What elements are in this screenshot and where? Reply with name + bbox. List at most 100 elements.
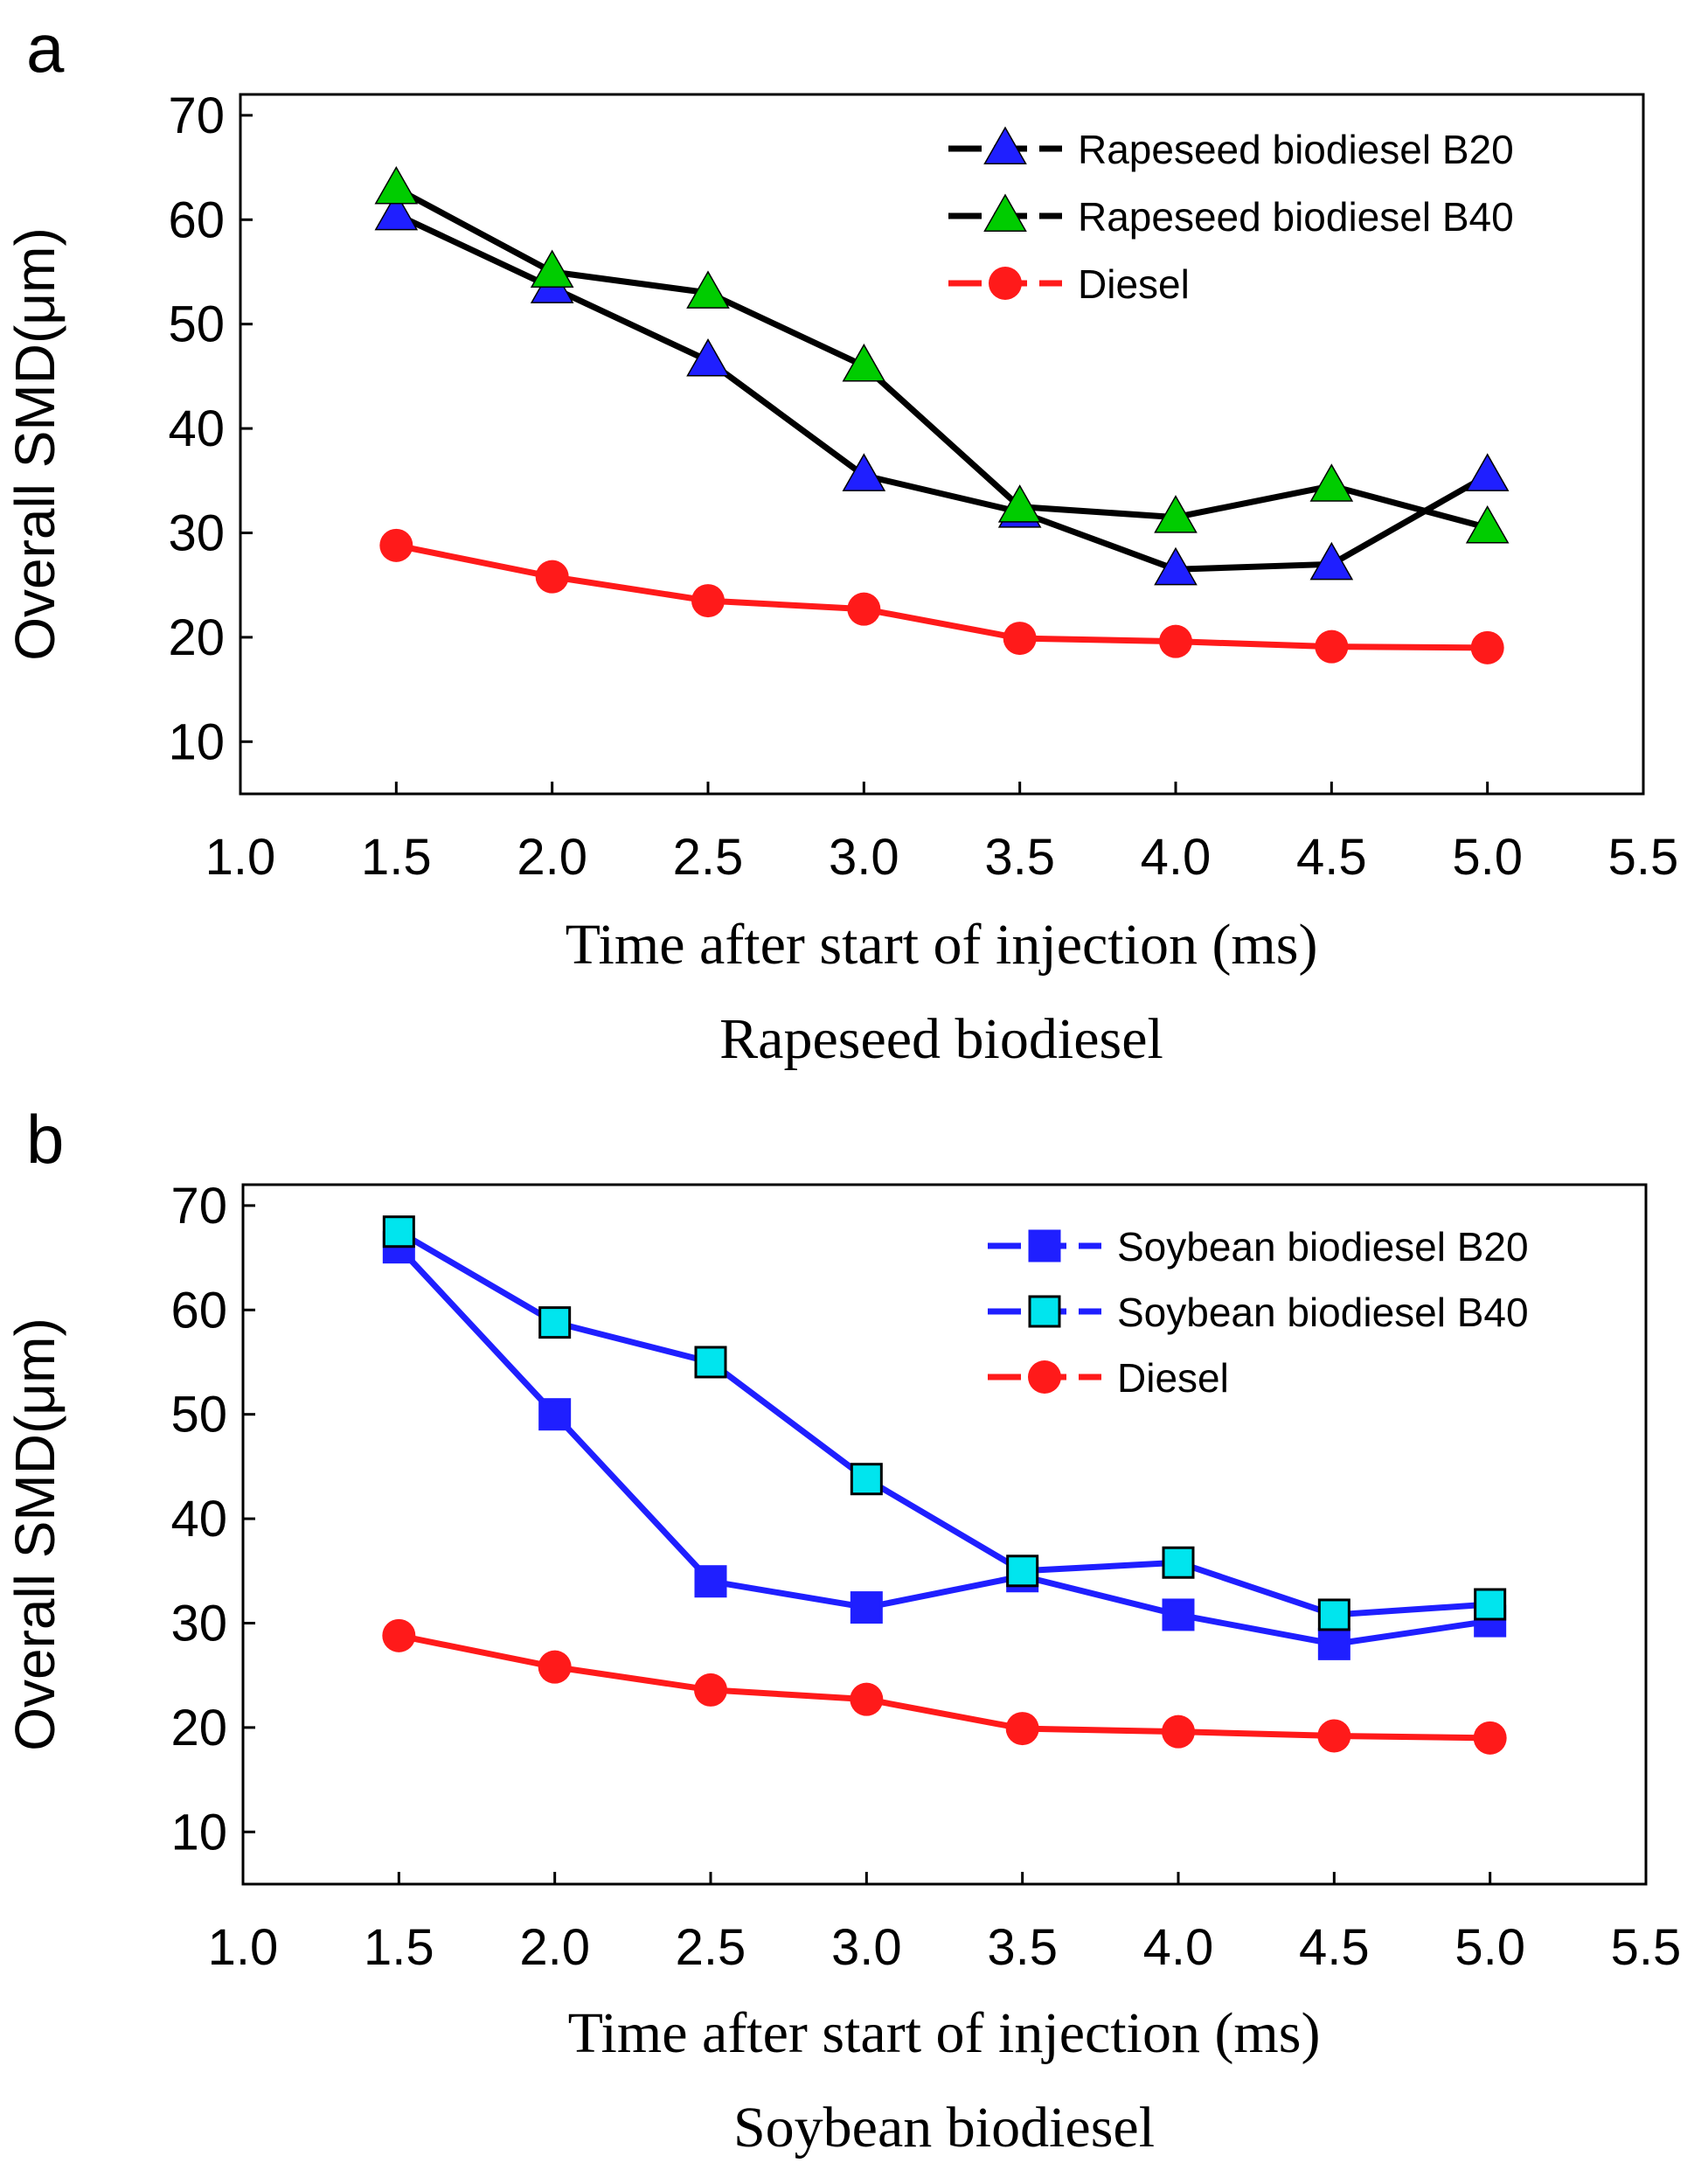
y-tick-label-b: 30 — [170, 1595, 227, 1652]
x-tick-label-b: 5.5 — [1611, 1919, 1682, 1976]
x-tick-label-a: 1.0 — [205, 829, 276, 886]
data-point-a-2 — [847, 592, 881, 626]
x-tick-label-a: 2.5 — [673, 829, 744, 886]
plot-frame-b — [241, 1183, 1648, 1886]
y-tick-label-a: 50 — [168, 296, 225, 353]
data-point-b-1 — [1006, 1555, 1039, 1588]
data-point-b-1 — [1317, 1598, 1350, 1631]
data-point-a-1 — [686, 270, 730, 309]
y-axis-label-b: Overall SMD(μm) — [3, 1318, 66, 1751]
data-point-b-2 — [694, 1673, 727, 1707]
data-point-b-2 — [1473, 1721, 1507, 1755]
data-point-a-2 — [1315, 629, 1349, 664]
legend-marker-b-1 — [1028, 1295, 1061, 1328]
data-point-b-1 — [1162, 1546, 1195, 1579]
x-tick-label-a: 4.5 — [1296, 829, 1367, 886]
y-tick-label-a: 60 — [168, 191, 225, 248]
series-line-b-0 — [396, 1245, 1491, 1647]
panel-subtitle-a: Rapeseed biodiesel — [719, 1007, 1163, 1071]
plot-frame-a — [239, 93, 1645, 796]
y-tick-label-a: 70 — [168, 87, 225, 144]
series-line-a-2 — [395, 542, 1488, 651]
data-point-a-0 — [842, 453, 886, 491]
y-tick-label-b: 10 — [170, 1804, 227, 1861]
data-point-b-0 — [1317, 1627, 1350, 1660]
data-point-a-1 — [1465, 505, 1510, 544]
x-tick-label-a: 5.5 — [1608, 829, 1679, 886]
x-tick-label-a: 3.0 — [829, 829, 899, 886]
x-tick-label-b: 4.5 — [1299, 1919, 1370, 1976]
y-tick-label-b: 70 — [170, 1178, 227, 1235]
legend-label-a-2: Diesel — [1078, 261, 1190, 307]
y-tick-label-b: 20 — [170, 1700, 227, 1756]
data-point-b-2 — [382, 1618, 416, 1652]
data-point-a-2 — [1003, 622, 1037, 656]
x-tick-label-a: 3.5 — [984, 829, 1055, 886]
panel-label-a: a — [26, 10, 65, 87]
series-line-a-0 — [394, 212, 1489, 573]
data-point-b-1 — [850, 1463, 883, 1496]
legend-marker-a-1 — [983, 193, 1027, 233]
data-point-b-0 — [694, 1565, 727, 1598]
y-tick-label-a: 20 — [168, 609, 225, 666]
data-point-a-1 — [997, 484, 1042, 523]
x-tick-label-b: 1.5 — [364, 1919, 434, 1976]
data-point-a-0 — [1309, 541, 1354, 581]
x-tick-label-b: 3.0 — [831, 1919, 902, 1976]
series-line-b-1 — [397, 1228, 1490, 1618]
data-point-a-2 — [1470, 630, 1504, 664]
data-point-b-2 — [1005, 1712, 1039, 1746]
data-point-b-0 — [1162, 1598, 1195, 1631]
x-tick-label-b: 5.0 — [1455, 1919, 1525, 1976]
data-point-a-0 — [1465, 453, 1510, 491]
data-point-a-1 — [1309, 463, 1354, 502]
y-tick-label-b: 50 — [170, 1387, 227, 1443]
x-tick-label-a: 5.0 — [1452, 829, 1523, 886]
panel-a: a 10 20 30 40 50 60 70 1.0 1.5 2.0 2.5 3.0 3.5 4.0 4.… — [3, 10, 1678, 1071]
y-tick-label-a: 40 — [168, 400, 225, 457]
data-point-a-0 — [1154, 546, 1198, 586]
legend-marker-a-0 — [983, 126, 1027, 165]
legend-marker-b-0 — [1028, 1229, 1061, 1262]
x-tick-label-b: 2.0 — [519, 1919, 590, 1976]
data-point-b-1 — [1474, 1588, 1507, 1621]
data-point-a-1 — [530, 249, 574, 289]
data-point-a-1 — [1154, 495, 1198, 533]
data-point-a-0 — [374, 191, 419, 231]
data-point-b-1 — [538, 1306, 572, 1339]
legend-label-b-1: Soybean biodiesel B40 — [1117, 1290, 1529, 1335]
panel-subtitle-b: Soybean biodiesel — [733, 2096, 1155, 2160]
panel-b: b 10 20 30 40 50 60 70 1.0 1.5 2.0 2.5 3.0 3.5 4.0 4.… — [3, 1101, 1681, 2160]
y-tick-label-b: 40 — [170, 1491, 227, 1548]
x-tick-label-b: 1.0 — [208, 1919, 279, 1976]
data-point-b-1 — [694, 1346, 727, 1379]
legend-label-a-0: Rapeseed biodiesel B20 — [1078, 127, 1514, 172]
x-axis-label-b: Time after start of injection (ms) — [568, 2001, 1321, 2065]
data-point-b-2 — [850, 1682, 884, 1716]
legend-marker-b-2 — [1028, 1360, 1061, 1394]
legend-label-a-1: Rapeseed biodiesel B40 — [1078, 194, 1514, 240]
series-line-a-1 — [394, 185, 1489, 531]
x-tick-label-b: 2.5 — [676, 1919, 746, 1976]
data-point-b-2 — [1162, 1714, 1195, 1749]
y-tick-label-b: 60 — [170, 1282, 227, 1339]
x-tick-label-a: 2.0 — [517, 829, 587, 886]
data-point-b-1 — [382, 1215, 415, 1248]
data-point-a-2 — [691, 584, 725, 618]
y-tick-label-a: 10 — [168, 713, 225, 770]
x-tick-label-b: 4.0 — [1143, 1919, 1214, 1976]
x-axis-label-a: Time after start of injection (ms) — [566, 913, 1318, 977]
data-point-a-2 — [535, 560, 569, 594]
panel-label-b: b — [26, 1101, 64, 1178]
data-point-a-2 — [1159, 624, 1192, 658]
legend-label-b-2: Diesel — [1117, 1355, 1229, 1401]
y-tick-label-a: 30 — [168, 504, 225, 561]
x-tick-label-b: 3.5 — [987, 1919, 1058, 1976]
data-point-b-2 — [1317, 1719, 1351, 1753]
data-point-a-1 — [842, 343, 886, 382]
data-point-b-0 — [538, 1398, 572, 1431]
data-point-a-1 — [374, 165, 419, 205]
data-point-a-0 — [686, 337, 730, 377]
x-tick-label-a: 1.5 — [361, 829, 432, 886]
